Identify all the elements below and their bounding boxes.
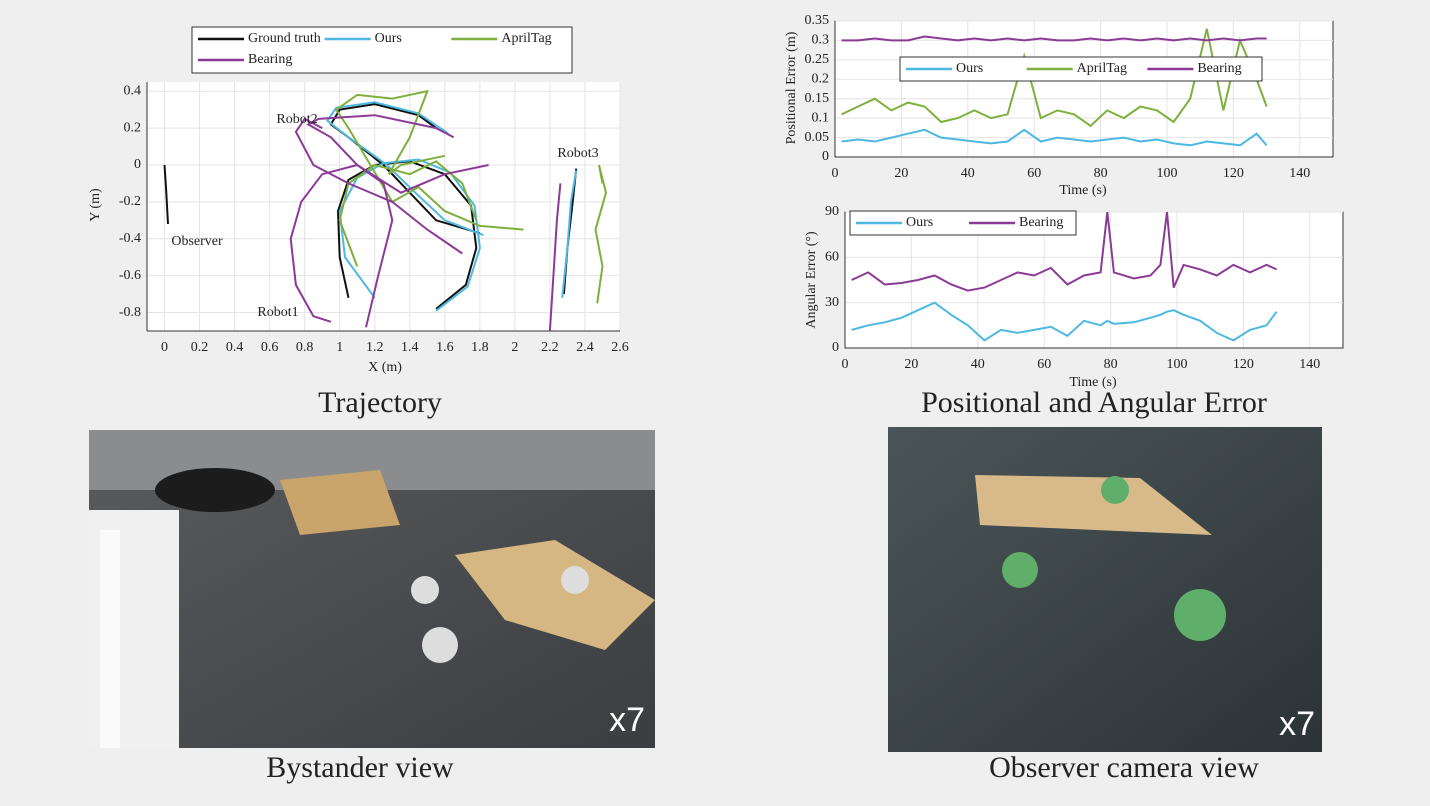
x-tick-label: 2.6	[611, 340, 629, 355]
x-tick-label: 120	[1223, 166, 1244, 181]
y-tick-label: -0.2	[119, 194, 141, 209]
x-tick-label: 60	[1027, 166, 1041, 181]
x-tick-label: 0	[161, 340, 168, 355]
x-tick-label: 80	[1104, 357, 1118, 372]
series-line	[851, 301, 1278, 342]
legend-label: AprilTag	[1077, 61, 1127, 76]
x-tick-label: 0.4	[226, 340, 244, 355]
x-tick-label: 100	[1167, 357, 1188, 372]
y-tick-label: 0.15	[805, 91, 830, 106]
chart: 0 20 40 60 80 100 120 140 0 0.05 0.1 0.15 0.2 0.25 0.3…	[784, 13, 1334, 198]
legend-label: Ours	[375, 31, 402, 46]
x-tick-label: 1.4	[401, 340, 419, 355]
x-tick-label: 0	[842, 357, 849, 372]
x-axis-label: X (m)	[368, 360, 402, 375]
legend-label: AprilTag	[501, 31, 551, 46]
x-tick-label: 2.2	[541, 340, 559, 355]
legend-label: Ours	[906, 215, 933, 230]
y-axis-label: Positional Error (m)	[784, 31, 799, 144]
chart: 0 0.2 0.4 0.6 0.8 1 1.2 1.4 1.6 1.8 2 2.2 2.4 2.6 -0.8…	[88, 26, 629, 375]
x-tick-label: 40	[961, 166, 975, 181]
x-tick-label: 40	[971, 357, 985, 372]
speed-label: x7	[609, 701, 645, 739]
x-tick-label: 0	[832, 166, 839, 181]
y-tick-label: 0.35	[805, 13, 830, 28]
y-tick-label: 0	[134, 157, 141, 172]
annotation: Robot3	[557, 146, 598, 161]
y-tick-label: 60	[825, 250, 839, 265]
caption: Bystander view	[266, 751, 454, 784]
plot-area	[147, 82, 620, 331]
y-axis-label: Angular Error (°)	[804, 231, 819, 329]
series-line	[334, 89, 608, 304]
plot-area	[834, 20, 1334, 158]
series-line	[289, 114, 562, 331]
caption: Trajectory	[318, 386, 442, 419]
bystander-photo	[89, 430, 655, 748]
y-tick-label: -0.4	[119, 231, 141, 246]
x-tick-label: 0.6	[261, 340, 279, 355]
y-tick-label: 0.1	[812, 110, 830, 125]
series-line	[841, 128, 1268, 147]
x-tick-label: 1.8	[471, 340, 489, 355]
x-tick-label: 120	[1233, 357, 1254, 372]
x-tick-label: 20	[904, 357, 918, 372]
caption: Positional and Angular Error	[921, 386, 1267, 419]
x-tick-label: 80	[1094, 166, 1108, 181]
legend-box	[849, 210, 1077, 236]
x-tick-label: 100	[1157, 166, 1178, 181]
caption: Observer camera view	[989, 751, 1259, 784]
x-tick-label: 1.6	[436, 340, 454, 355]
y-tick-label: 0.4	[124, 83, 142, 98]
x-tick-label: 1.2	[366, 340, 384, 355]
x-tick-label: 0.8	[296, 340, 314, 355]
x-tick-label: 20	[894, 166, 908, 181]
series-line	[851, 212, 1278, 292]
legend-label: Ours	[956, 61, 983, 76]
annotation: Observer	[171, 234, 223, 249]
x-tick-label: 2.4	[576, 340, 594, 355]
x-tick-label: 2	[511, 340, 518, 355]
legend-label: Bearing	[248, 52, 292, 67]
legend-label: Ground truth	[248, 31, 321, 46]
y-axis-label: Y (m)	[88, 188, 103, 222]
x-tick-label: 140	[1289, 166, 1310, 181]
y-tick-label: 0.2	[124, 120, 142, 135]
legend-box	[899, 56, 1263, 82]
speed-label: x7	[1279, 705, 1315, 743]
x-axis-label: Time (s)	[1059, 183, 1107, 198]
y-tick-label: -0.8	[119, 305, 141, 320]
y-tick-label: -0.6	[119, 268, 141, 283]
legend-label: Bearing	[1019, 215, 1063, 230]
x-tick-label: 140	[1299, 357, 1320, 372]
y-tick-label: 0	[832, 340, 839, 355]
x-axis-label: Time (s)	[1069, 375, 1117, 390]
x-tick-label: 0.2	[191, 340, 209, 355]
annotation: Robot2	[276, 112, 317, 127]
legend-label: Bearing	[1197, 61, 1241, 76]
y-tick-label: 30	[825, 295, 839, 310]
y-tick-label: 0	[822, 149, 829, 164]
x-tick-label: 60	[1037, 357, 1051, 372]
x-tick-label: 1	[336, 340, 343, 355]
y-tick-label: 0.2	[812, 72, 830, 87]
y-tick-label: 90	[825, 204, 839, 219]
y-tick-label: 0.25	[805, 52, 830, 67]
chart: 0 20 40 60 80 100 120 140 0 30 60 90 Time (s) Angular…	[804, 204, 1344, 390]
y-tick-label: 0.05	[805, 130, 830, 145]
series-line	[841, 35, 1267, 42]
observer-photo	[888, 427, 1322, 752]
legend-box	[191, 26, 573, 74]
y-tick-label: 0.3	[812, 33, 830, 48]
series-line	[841, 28, 1268, 128]
annotation: Robot1	[257, 305, 298, 320]
